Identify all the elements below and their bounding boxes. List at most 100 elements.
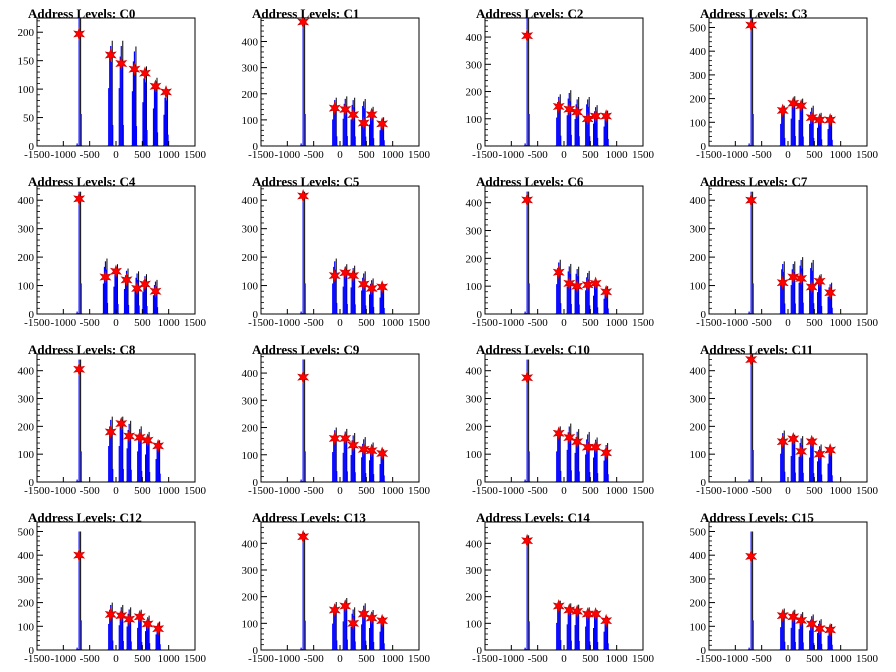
chart-panel: 0 100 200 300 400 -1500 -1000 -500 0 500 1000 1500 A… [224,504,448,672]
chart-panel: 0 100 200 300 400 500 -1500 -1000 -500 0 500 1000 15… [0,504,224,672]
plot-frame [708,17,868,147]
peak-marker [104,48,117,62]
peak-marker [339,599,352,613]
y-tick-label: 300 [242,565,259,577]
x-tick-label: -1500 [24,317,50,329]
y-tick-label: 100 [690,281,707,293]
chart-panel: 0 100 200 300 400 -1500 -1000 -500 0 500 1000 1500 A… [448,0,672,168]
x-tick-label: -1500 [472,485,498,497]
x-tick-label: -500 [528,317,549,329]
peak-marker [600,613,613,628]
peak-marker [365,281,378,296]
chart-panel: 0 100 200 300 400 -1500 -1000 -500 0 500 1000 1500 A… [448,504,672,672]
peak-marker [376,116,389,131]
chart-title: Address Levels: C6 [476,174,584,189]
peak-marker [152,621,165,636]
peak-marker [104,424,117,439]
peak-marker [552,265,565,280]
x-tick-label: -500 [752,317,773,329]
histogram-peak [331,258,338,314]
peak-marker [776,103,789,118]
peak-marker [357,116,370,130]
histogram-peak [798,257,805,314]
y-tick-label: 300 [690,574,707,586]
peak-marker [787,431,800,446]
plot-frame [36,17,196,147]
y-tick-label: 400 [18,550,35,562]
x-tick-label: -1500 [24,485,50,497]
x-tick-label: -500 [80,653,101,665]
x-tick-label: -1500 [696,149,722,161]
peak-marker [776,275,789,290]
x-tick-label: 1000 [830,317,853,329]
histogram-peak [118,40,125,146]
peak-marker [824,443,837,457]
y-tick-label: 200 [466,87,483,99]
x-tick-label: 500 [358,653,375,665]
chart-panel: 0 100 200 300 400 -1500 -1000 -500 0 500 1000 1500 A… [0,336,224,504]
y-tick-label: 300 [466,565,483,577]
y-tick-label: 400 [466,366,483,378]
chart-title: Address Levels: C10 [476,342,590,357]
x-tick-label: 0 [561,149,567,161]
y-tick-label: 300 [18,224,35,236]
x-tick-label: 500 [134,485,151,497]
x-tick-label: -500 [80,317,101,329]
x-tick-label: 1000 [382,485,405,497]
y-tick-label: 0 [477,477,483,489]
x-tick-label: 0 [337,149,343,161]
chart-title: Address Levels: C8 [28,342,136,357]
plot-frame [708,185,868,315]
x-tick-label: -500 [528,149,549,161]
x-tick-label: -1500 [248,149,274,161]
x-tick-label: 1500 [408,653,431,665]
peak-marker [376,613,389,628]
peak-marker [813,621,826,636]
peak-marker [339,265,352,280]
y-tick-label: 100 [466,449,483,461]
x-tick-label: -1500 [472,653,498,665]
x-tick-label: 1500 [856,653,879,665]
peak-marker [813,274,826,289]
histogram-peak [141,66,148,146]
x-tick-label: -1500 [248,653,274,665]
x-tick-label: -1500 [248,317,274,329]
peak-marker [824,285,837,300]
y-tick-label: 300 [690,394,707,406]
peak-marker [339,431,352,446]
histogram-peak [107,40,114,146]
peak-marker [571,105,584,119]
x-tick-label: 1500 [632,149,655,161]
histogram-plot: 0 100 200 300 400 -1500 -1000 -500 0 500 1000 1500 [466,521,655,665]
x-tick-label: -1500 [472,149,498,161]
chart-title: Address Levels: C12 [28,510,142,525]
x-tick-label: 0 [561,653,567,665]
chart-panel: 0 100 200 300 400 500 -1500 -1000 -500 0 500 1000 15… [672,0,896,168]
x-tick-label: -1500 [248,485,274,497]
x-tick-label: -1000 [50,653,76,665]
x-tick-label: 0 [337,317,343,329]
plot-frame [484,521,644,651]
x-tick-label: 500 [358,485,375,497]
x-tick-label: 1500 [184,149,207,161]
y-tick-label: 400 [466,198,483,210]
histogram-peak [808,437,815,482]
y-tick-label: 100 [242,450,259,462]
chart-title: Address Levels: C4 [28,174,136,189]
chart-panel: 0 100 200 300 400 -1500 -1000 -500 0 500 1000 1500 A… [224,336,448,504]
peak-marker [328,101,341,116]
peak-marker [563,102,576,117]
peak-marker [745,352,758,367]
peak-marker [805,434,818,449]
y-tick-label: 300 [466,226,483,238]
histogram-peak [102,258,109,314]
y-tick-label: 500 [690,22,707,34]
chart-title: Address Levels: C13 [252,510,366,525]
chart-panel: 0 100 200 300 400 -1500 -1000 -500 0 500 1000 1500 A… [448,336,672,504]
y-tick-label: 300 [690,70,707,82]
histogram-peak [350,97,357,146]
peak-marker [123,612,136,627]
y-tick-label: 500 [690,526,707,538]
plot-frame [484,17,644,147]
